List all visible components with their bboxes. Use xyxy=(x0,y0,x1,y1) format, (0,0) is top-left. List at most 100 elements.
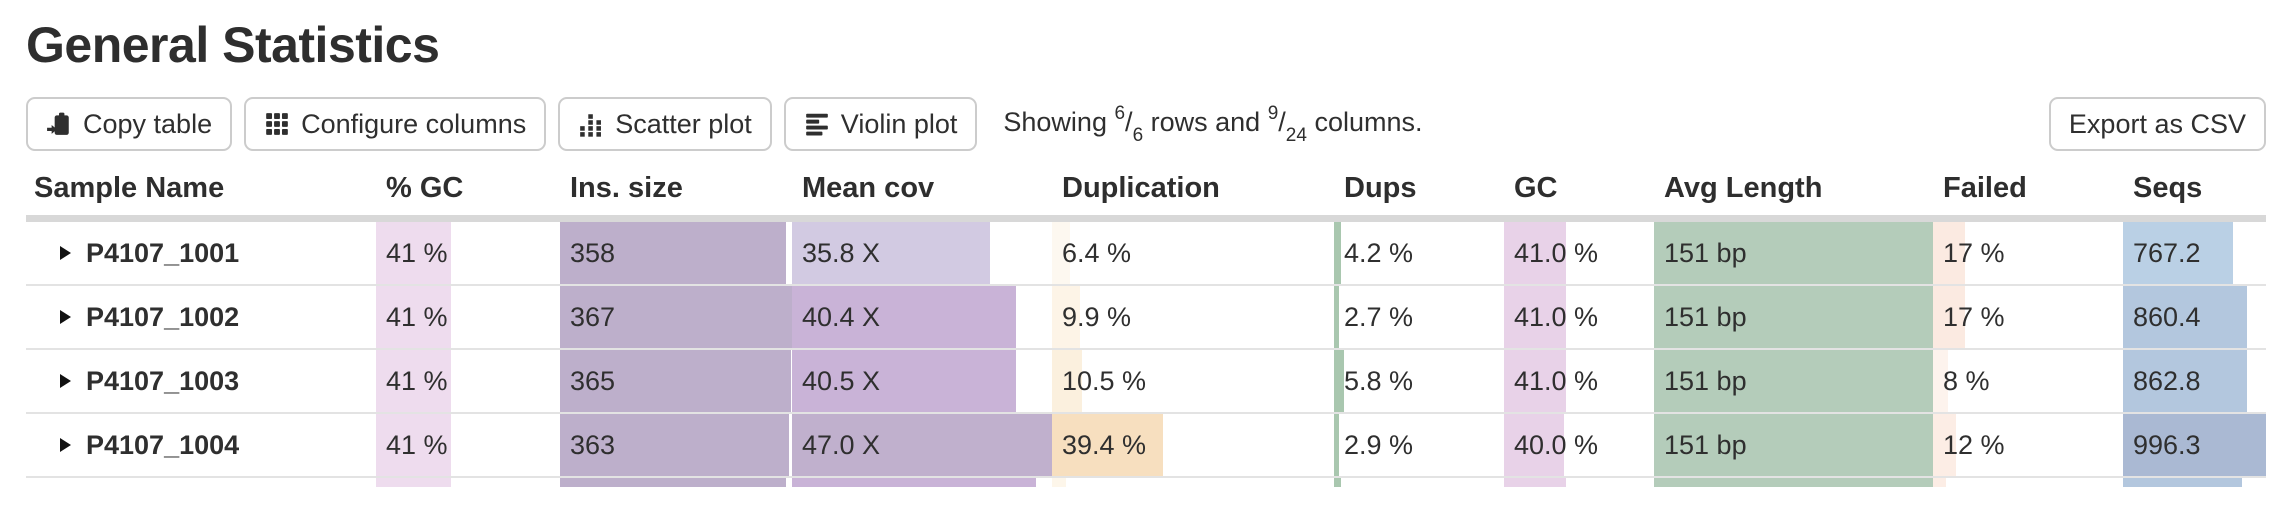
cell-value: 151 bp xyxy=(1664,366,1747,396)
cell-bar xyxy=(1334,222,1342,284)
table-cell xyxy=(560,477,792,487)
cell-value: 41.0 % xyxy=(1514,238,1599,268)
table-cell xyxy=(1334,477,1504,487)
cell-value: 860.4 xyxy=(2133,302,2201,332)
cols-shown: 9 xyxy=(1267,102,1279,124)
expand-triangle-icon[interactable] xyxy=(60,438,71,452)
violin-plot-button[interactable]: Violin plot xyxy=(783,97,978,151)
cell-value: 41 % xyxy=(386,430,448,460)
violin-plot-label: Violin plot xyxy=(840,108,958,139)
cell-bar xyxy=(376,222,452,284)
table-cell: 41 % xyxy=(376,218,560,286)
cell-value: 151 bp xyxy=(1664,302,1747,332)
cell-bar xyxy=(376,414,452,475)
cell-bar xyxy=(1654,414,1933,475)
table-cell: 17 % xyxy=(1933,218,2123,286)
cell-bar xyxy=(560,286,792,347)
cell-bar xyxy=(1504,286,1566,347)
cell-value: 358 xyxy=(570,238,616,268)
column-header--gc[interactable]: % GC xyxy=(376,166,560,222)
cell-bar xyxy=(1052,222,1071,284)
column-header-gc[interactable]: GC xyxy=(1504,166,1654,222)
column-header-seqs[interactable]: Seqs xyxy=(2123,166,2266,222)
cell-bar xyxy=(1933,414,1956,475)
cell-value: 40.5 X xyxy=(802,366,881,396)
configure-columns-button[interactable]: Configure columns xyxy=(244,97,547,151)
cell-bar xyxy=(2123,222,2234,284)
table-cell: 41 % xyxy=(376,285,560,350)
cell-bar xyxy=(1504,478,1566,487)
table-row: P4107_1004 41 % 363 47.0 X 39.4 % 2.9 % 40.0 %… xyxy=(26,413,2266,478)
table-cell: 47.0 X xyxy=(792,413,1052,478)
expand-triangle-icon[interactable] xyxy=(60,246,71,260)
cell-value: 41 % xyxy=(386,366,448,396)
table-cell: 767.2 xyxy=(2123,218,2266,286)
cols-total: 24 xyxy=(1285,125,1307,147)
cell-value: 17 % xyxy=(1943,238,2005,268)
cell-bar xyxy=(560,414,790,475)
copy-table-button[interactable]: Copy table xyxy=(26,97,233,151)
table-cell: 5.8 % xyxy=(1334,349,1504,414)
cell-value: 41 % xyxy=(386,238,448,268)
export-csv-button[interactable]: Export as CSV xyxy=(2048,97,2266,151)
table-cell: 40.5 X xyxy=(792,349,1052,414)
cell-value: 40.0 % xyxy=(1514,430,1599,460)
cell-bar xyxy=(560,350,791,411)
cell-value: 862.8 xyxy=(2133,366,2201,396)
table-cell: 996.3 xyxy=(2123,413,2266,478)
sample-name-cell[interactable]: P4107_1002 xyxy=(26,285,376,350)
cell-bar xyxy=(1334,350,1344,411)
cell-value: 47.0 X xyxy=(802,430,881,460)
sample-name-cell[interactable]: P4107_1004 xyxy=(26,413,376,478)
cell-bar xyxy=(1052,350,1082,411)
violin-icon xyxy=(804,111,830,137)
cell-value: 996.3 xyxy=(2133,430,2201,460)
cell-bar xyxy=(1334,414,1339,475)
sample-name-cell[interactable]: P4107_1001 xyxy=(26,218,376,286)
column-header-dups[interactable]: Dups xyxy=(1334,166,1504,222)
table-cell: 8 % xyxy=(1933,349,2123,414)
column-header-duplication[interactable]: Duplication xyxy=(1052,166,1334,222)
column-header-failed[interactable]: Failed xyxy=(1933,166,2123,222)
cell-value: 41 % xyxy=(386,302,448,332)
sample-name-cell[interactable]: P4107_1003 xyxy=(26,349,376,414)
cell-bar xyxy=(376,478,452,487)
column-header-mean-cov[interactable]: Mean cov xyxy=(792,166,1052,222)
scatter-plot-button[interactable]: Scatter plot xyxy=(558,97,772,151)
configure-columns-label: Configure columns xyxy=(301,108,527,139)
general-stats-table: Sample Name% GC Ins. size Mean cov Duplicat… xyxy=(26,166,2266,487)
table-cell: 151 bp xyxy=(1654,218,1933,286)
cell-value: 5.8 % xyxy=(1344,366,1414,396)
table-cell: 151 bp xyxy=(1654,349,1933,414)
table-cell: 41.0 % xyxy=(1504,285,1654,350)
table-cell: 41 % xyxy=(376,413,560,478)
column-header-avg-length[interactable]: Avg Length xyxy=(1654,166,1933,222)
general-statistics-section: General Statistics Copy table xyxy=(26,16,2266,487)
page-title: General Statistics xyxy=(26,17,440,73)
cell-bar xyxy=(1334,478,1341,487)
cell-bar xyxy=(1052,478,1067,487)
table-cell xyxy=(792,477,1052,487)
table-cell xyxy=(2123,477,2266,487)
cell-bar xyxy=(1052,414,1164,475)
column-header-sample-name[interactable]: Sample Name xyxy=(26,166,376,222)
expand-triangle-icon[interactable] xyxy=(60,310,71,324)
table-cell: 9.9 % xyxy=(1052,285,1334,350)
table-cell xyxy=(1654,477,1933,487)
cell-bar xyxy=(1654,478,1933,487)
expand-triangle-icon[interactable] xyxy=(60,374,71,388)
scatter-plot-label: Scatter plot xyxy=(615,108,752,139)
sample-name: P4107_1001 xyxy=(86,237,240,268)
table-cell: 367 xyxy=(560,285,792,350)
cell-value: 39.4 % xyxy=(1062,430,1147,460)
scatter-icon xyxy=(578,111,604,137)
column-header-ins-size[interactable]: Ins. size xyxy=(560,166,792,222)
table-cell: 41 % xyxy=(376,349,560,414)
table-cell: 40.4 X xyxy=(792,285,1052,350)
table-cell: 363 xyxy=(560,413,792,478)
sample-name-cell xyxy=(26,477,376,487)
cell-bar xyxy=(376,350,452,411)
cell-value: 10.5 % xyxy=(1062,366,1147,396)
table-cell: 41.0 % xyxy=(1504,349,1654,414)
table-row: P4107_1001 41 % 358 35.8 X 6.4 % 4.2 % 41.0 % 1… xyxy=(26,218,2266,286)
